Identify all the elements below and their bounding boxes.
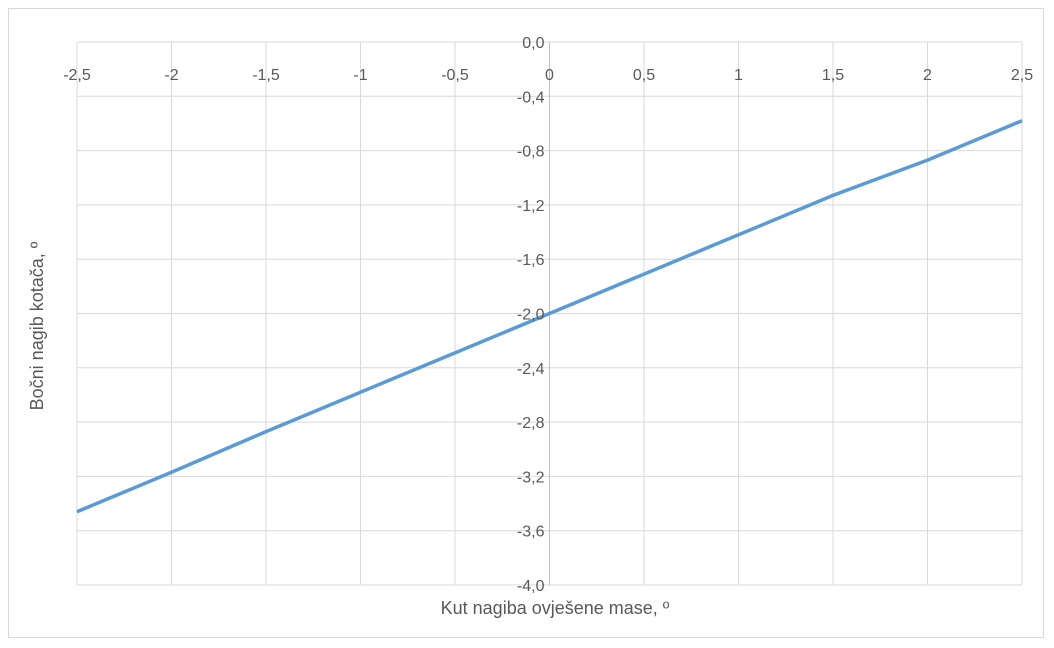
y-tick-label: -0,4 (517, 89, 545, 106)
y-tick-label: -2,4 (517, 361, 545, 378)
x-tick-label: -0,5 (441, 67, 469, 84)
data-point (454, 352, 456, 354)
x-axis-title: Kut nagiba ovješene mase, º (441, 598, 670, 618)
y-tick-label: 0,0 (522, 35, 544, 52)
x-tick-label: 1 (734, 67, 743, 84)
y-axis-title: Bočni nagib kotača, º (27, 241, 47, 410)
data-point (76, 511, 78, 513)
y-tick-label: -0,8 (517, 144, 545, 161)
data-point (265, 431, 267, 433)
x-tick-label: 2,5 (1011, 67, 1033, 84)
x-tick-label: 1,5 (822, 67, 844, 84)
data-point (549, 313, 550, 314)
y-tick-label: -1,6 (517, 252, 545, 269)
data-point (360, 391, 361, 393)
x-tick-labels: -2,5 -2 -1,5 -1 -0,5 0 0,5 1 1,5 2 2,5 (63, 67, 1033, 84)
x-tick-label: -1 (353, 67, 367, 84)
x-tick-label: -2 (164, 67, 178, 84)
y-tick-label: -3,2 (517, 469, 545, 486)
data-point (738, 234, 739, 236)
data-point (1021, 120, 1023, 122)
y-tick-label: -1,2 (517, 198, 545, 215)
x-tick-label: 0,5 (633, 67, 655, 84)
y-tick-label: -4,0 (517, 578, 545, 595)
data-point (927, 159, 928, 161)
y-tick-labels: 0,0 -0,4 -0,8 -1,2 -1,6 -2,0 -2,4 -2,8 -3,2 -3,6 -… (517, 35, 545, 595)
x-tick-label: 2 (923, 67, 932, 84)
y-tick-label: -2,8 (517, 415, 545, 432)
y-tick-label: -3,6 (517, 524, 545, 541)
x-tick-label: -1,5 (252, 67, 280, 84)
data-point (832, 194, 834, 196)
series-layer (76, 119, 1023, 514)
data-point (643, 273, 645, 275)
x-tick-label: 0 (545, 67, 554, 84)
y-tick-label: -2,0 (517, 307, 545, 324)
x-tick-label: -2,5 (63, 67, 91, 84)
data-point (171, 471, 172, 473)
